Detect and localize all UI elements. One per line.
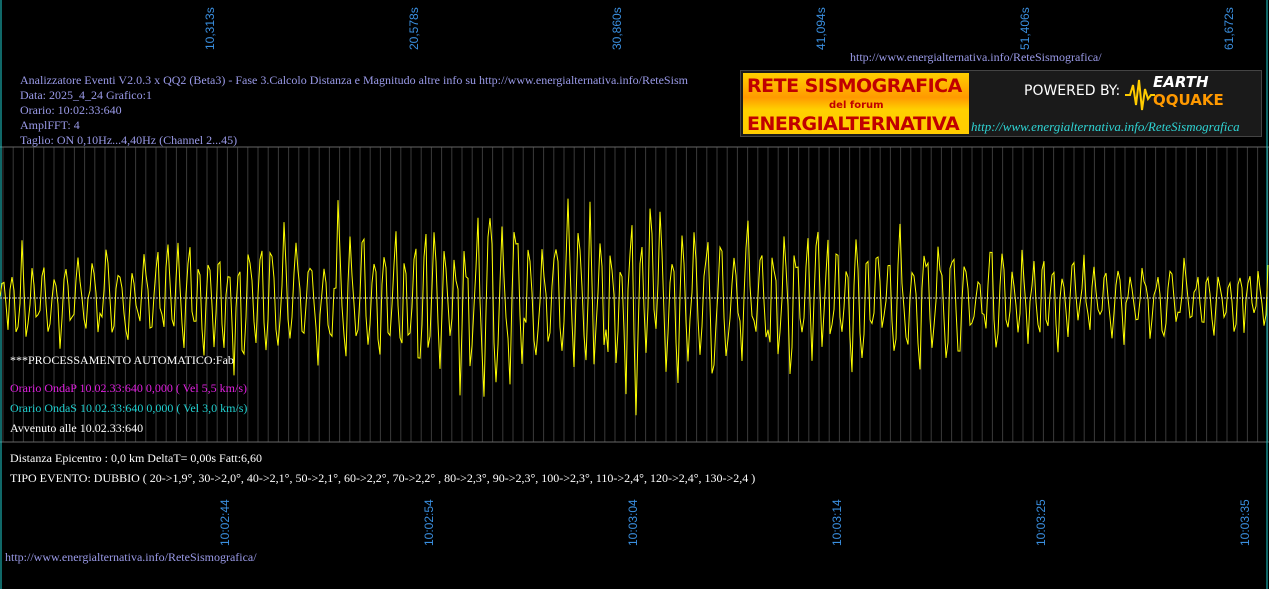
bottom-url-link[interactable]: http://www.energialternativa.info/ReteSi… [5,550,257,564]
event-type: TIPO EVENTO: DUBBIO ( 20->1,9°, 30->2,0°… [10,471,756,485]
top-tick-2: 20,578s [407,7,421,50]
processing-status: ***PROCESSAMENTO AUTOMATICO:Fab [10,353,234,367]
seismic-trace [0,198,1269,416]
banner-title-top: RETE SISMOGRAFICA [747,75,962,97]
info-title: Analizzatore Eventi V2.0.3 x QQ2 (Beta3)… [20,73,688,87]
bottom-tick-2: 10:02:54 [422,499,436,546]
top-tick-1: 10,313s [203,7,217,50]
banner-title-bottom: ENERGIALTERNATIVA [747,113,960,135]
bottom-tick-1: 10:02:44 [218,499,232,546]
banner-url[interactable]: http://www.energialternativa.info/ReteSi… [971,119,1240,134]
info-date: Data: 2025_4_24 Grafico:1 [20,88,152,102]
banner-subtitle: del forum [829,100,884,111]
brand-qquake: QQUAKE [1153,91,1224,109]
top-tick-6: 61,672s [1222,7,1236,50]
bottom-tick-4: 10:03:14 [830,499,844,546]
event-time: Avvenuto alle 10.02.33:640 [10,421,144,435]
top-tick-4: 41,094s [814,7,828,50]
brand-earth: EARTH [1153,73,1209,91]
bottom-tick-5: 10:03:25 [1034,499,1048,546]
banner-logo-plate: RETE SISMOGRAFICA del forum ENERGIALTERN… [743,73,969,135]
info-filter: Taglio: ON 0,10Hz...4,40Hz (Channel 2...… [20,133,238,147]
onda-p-time: Orario OndaP 10.02.33:640 0,000 ( Vel 5,… [10,381,247,395]
powered-by-label: POWERED BY: [1024,83,1121,99]
epicenter-distance: Distanza Epicentro : 0,0 km DeltaT= 0,00… [10,451,263,465]
top-tick-5: 51,406s [1018,7,1032,50]
top-tick-3: 30,860s [610,7,624,50]
seismic-wave-icon [1125,79,1155,111]
info-time: Orario: 10:02:33:640 [20,103,122,117]
info-amplfft: AmplFFT: 4 [20,118,80,132]
bottom-tick-3: 10:03:04 [626,499,640,546]
onda-s-time: Orario OndaS 10.02.33:640 0,000 ( Vel 3,… [10,401,248,415]
top-url-link[interactable]: http://www.energialternativa.info/ReteSi… [850,50,1102,64]
rete-sismografica-banner[interactable]: RETE SISMOGRAFICA del forum ENERGIALTERN… [740,70,1262,137]
bottom-tick-6: 10:03:35 [1238,499,1252,546]
